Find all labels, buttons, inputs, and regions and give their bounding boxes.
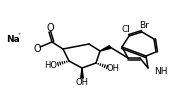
Polygon shape <box>81 68 83 78</box>
Polygon shape <box>100 46 111 51</box>
Text: ⁺: ⁺ <box>17 32 21 38</box>
Text: Na: Na <box>6 34 20 43</box>
Text: NH: NH <box>154 67 167 75</box>
Text: OH: OH <box>107 64 119 72</box>
Text: O: O <box>46 23 54 33</box>
Text: HO: HO <box>45 60 58 70</box>
Text: Br: Br <box>139 20 149 29</box>
Text: O: O <box>33 44 41 54</box>
Text: OH: OH <box>75 78 89 86</box>
Text: Cl: Cl <box>122 25 130 33</box>
